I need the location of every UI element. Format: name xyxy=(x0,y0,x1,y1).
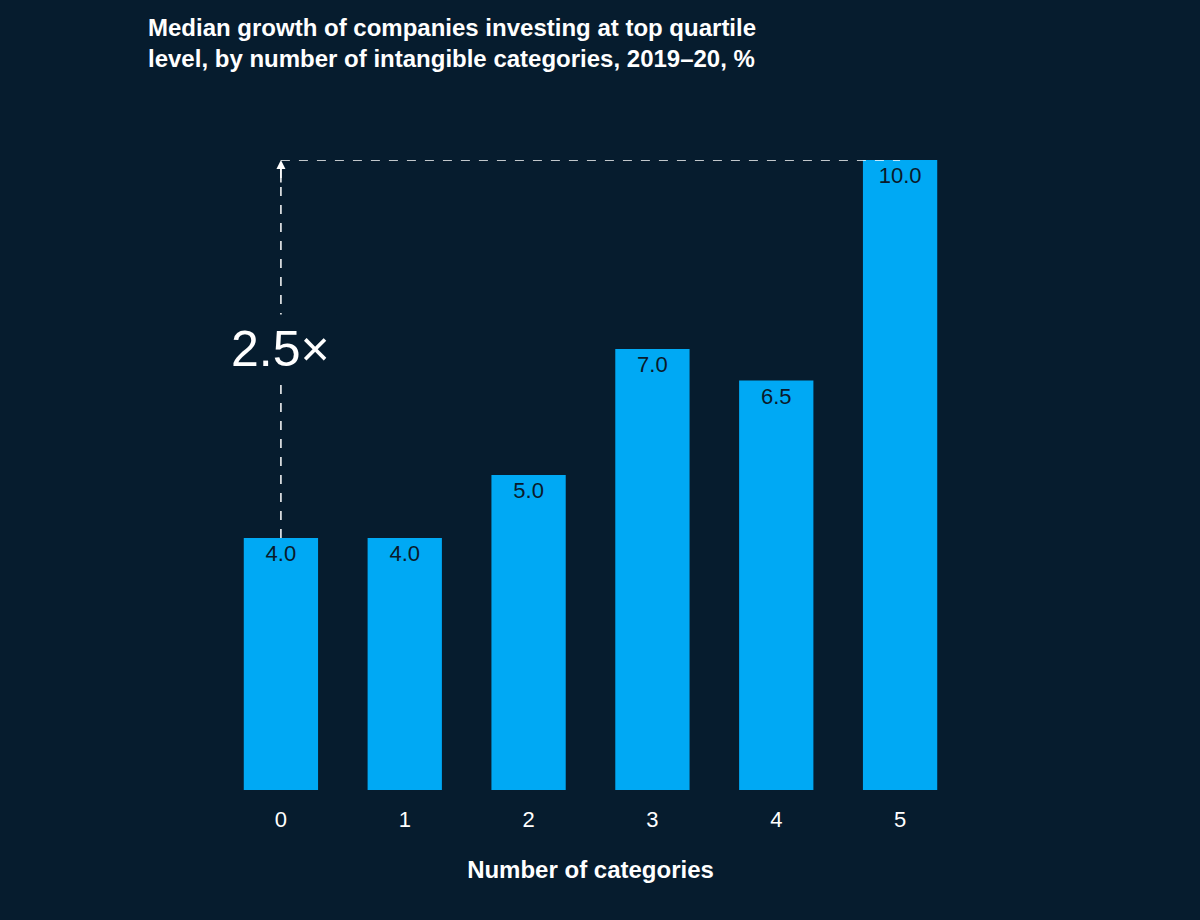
svg-text:10.0: 10.0 xyxy=(879,163,922,188)
svg-text:4.0: 4.0 xyxy=(266,541,297,566)
svg-text:1: 1 xyxy=(399,807,411,832)
svg-text:5.0: 5.0 xyxy=(513,478,544,503)
svg-text:6.5: 6.5 xyxy=(761,384,792,409)
svg-text:4: 4 xyxy=(770,807,782,832)
svg-text:Median growth of companies inv: Median growth of companies investing at … xyxy=(148,14,756,72)
svg-text:4.0: 4.0 xyxy=(389,541,420,566)
svg-text:0: 0 xyxy=(275,807,287,832)
svg-text:3: 3 xyxy=(646,807,658,832)
svg-text:2.5×: 2.5× xyxy=(231,321,330,377)
svg-text:5: 5 xyxy=(894,807,906,832)
svg-text:2: 2 xyxy=(522,807,534,832)
svg-text:7.0: 7.0 xyxy=(637,352,668,377)
svg-text:Number of categories: Number of categories xyxy=(467,856,714,883)
